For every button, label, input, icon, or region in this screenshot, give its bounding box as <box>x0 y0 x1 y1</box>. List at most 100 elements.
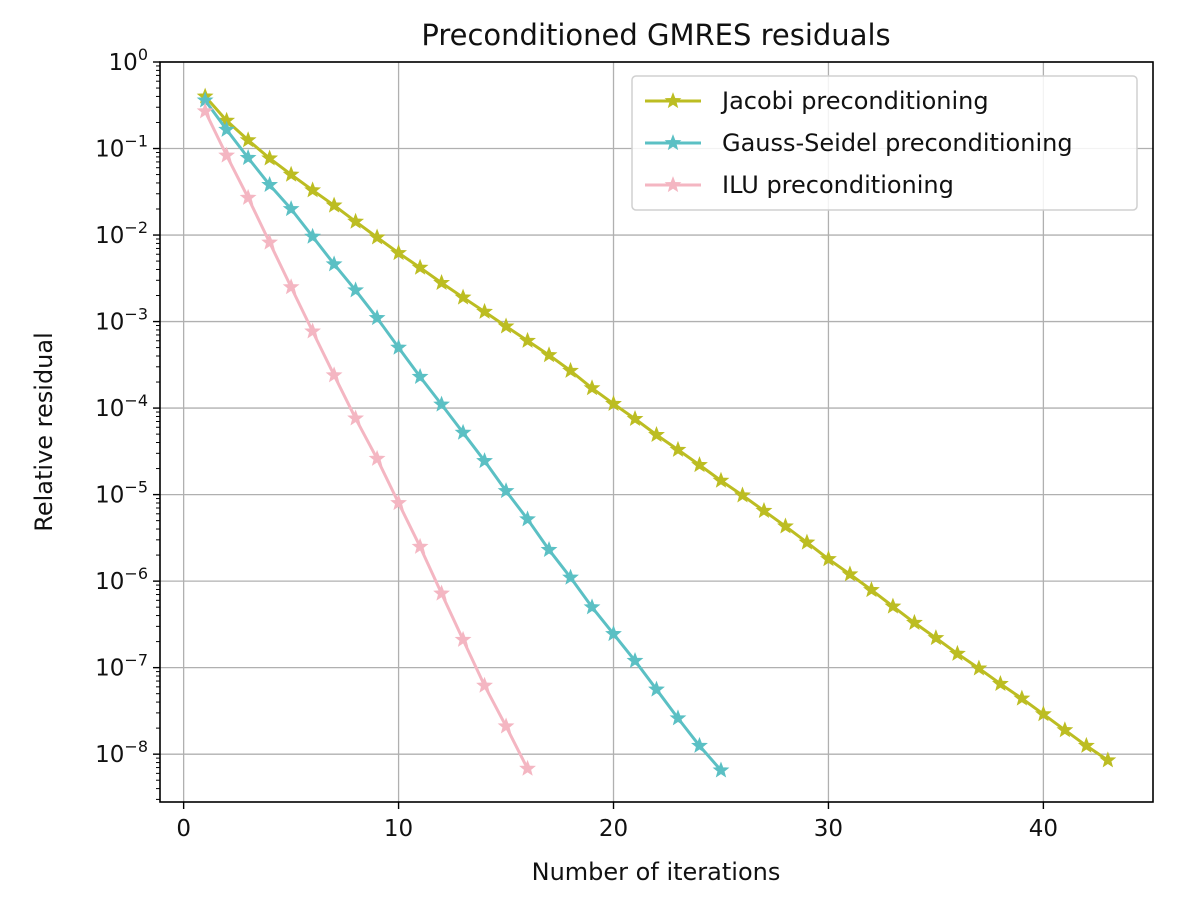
data-point <box>712 471 730 488</box>
data-point <box>433 274 450 291</box>
data-point <box>433 395 450 412</box>
data-point <box>497 482 515 499</box>
x-tick-label: 30 <box>814 816 843 842</box>
y-tick-label: 10−3 <box>95 305 148 336</box>
legend-marker <box>664 92 682 109</box>
data-point <box>325 366 343 383</box>
data-point <box>347 281 365 298</box>
data-point <box>196 102 214 119</box>
data-point <box>368 228 386 245</box>
data-point <box>411 258 429 275</box>
data-point <box>691 736 708 753</box>
data-point <box>411 537 429 554</box>
data-point <box>669 709 687 726</box>
x-tick-label: 20 <box>599 816 628 842</box>
data-point <box>1013 689 1031 706</box>
data-point <box>282 165 300 182</box>
data-point <box>218 146 236 163</box>
x-tick-label: 10 <box>384 816 413 842</box>
data-point <box>476 452 493 469</box>
y-tick-label: 10−6 <box>95 564 148 595</box>
x-tick-label: 0 <box>176 816 191 842</box>
series-line <box>203 110 529 770</box>
data-point <box>648 426 665 443</box>
data-point <box>282 200 300 217</box>
data-point <box>304 227 322 244</box>
data-point <box>454 630 472 647</box>
data-point <box>476 676 493 693</box>
data-point <box>497 317 515 334</box>
data-point <box>476 302 493 319</box>
data-point <box>282 278 300 295</box>
data-point <box>497 717 515 734</box>
legend-box <box>631 75 1138 211</box>
y-tick-label: 100 <box>109 45 148 76</box>
data-point <box>712 761 730 778</box>
data-point <box>368 449 386 466</box>
data-point <box>347 409 365 426</box>
data-point <box>1077 736 1095 753</box>
legend-label: Gauss-Seidel preconditioning <box>722 129 1073 157</box>
legend-marker <box>664 176 682 193</box>
data-point <box>820 550 837 567</box>
data-point <box>540 346 558 363</box>
data-point <box>605 394 622 411</box>
data-point <box>777 517 794 534</box>
data-point <box>734 486 751 503</box>
plot-area <box>196 87 1117 778</box>
grid <box>160 61 1153 802</box>
data-point <box>970 659 988 676</box>
data-point <box>390 494 407 511</box>
y-tick-label: 10−1 <box>95 132 148 163</box>
data-point <box>562 361 579 378</box>
data-point <box>948 644 966 661</box>
plot-frame <box>159 61 1154 803</box>
data-point <box>519 759 536 776</box>
chart-title: Preconditioned GMRES residuals <box>421 18 890 52</box>
y-tick-label: 10−7 <box>95 651 148 682</box>
data-point <box>239 131 257 148</box>
x-axis: 0 10 20 30 40 <box>176 802 1058 842</box>
data-point <box>1034 705 1052 722</box>
data-point <box>884 597 902 614</box>
data-point <box>519 331 536 348</box>
x-axis-label: Number of iterations <box>532 858 781 886</box>
data-point <box>755 501 773 518</box>
data-point <box>991 674 1009 691</box>
data-point <box>411 367 429 384</box>
data-point <box>1099 751 1117 768</box>
data-point <box>841 565 859 582</box>
legend-marker <box>664 134 682 151</box>
x-tick-label: 40 <box>1029 816 1058 842</box>
data-point <box>390 244 407 261</box>
y-axis: 100 10−1 10−2 10−3 10−4 10−5 10−6 10−7 10−8 <box>95 45 160 800</box>
data-point <box>519 510 536 527</box>
data-point <box>304 181 322 198</box>
data-point <box>626 410 644 427</box>
data-point <box>433 584 450 601</box>
y-tick-label: 10−5 <box>95 478 148 509</box>
data-point <box>239 188 257 205</box>
data-point <box>583 598 601 615</box>
data-point <box>540 540 558 557</box>
y-tick-label: 10−8 <box>95 737 148 768</box>
data-point <box>325 255 343 272</box>
data-point <box>863 581 880 598</box>
y-tick-label: 10−4 <box>95 391 148 422</box>
data-point <box>927 629 945 646</box>
data-point <box>626 651 644 668</box>
data-point <box>691 456 708 473</box>
data-point <box>261 176 279 193</box>
legend: Jacobi preconditioning Gauss-Seidel preco… <box>631 75 1138 211</box>
data-point <box>648 680 665 697</box>
data-point <box>347 212 365 229</box>
y-tick-label: 10−2 <box>95 218 148 249</box>
data-point <box>304 322 322 339</box>
data-point <box>798 533 816 550</box>
data-point <box>605 625 622 642</box>
data-point <box>669 440 687 457</box>
data-point <box>906 613 923 630</box>
data-point <box>368 309 386 326</box>
y-axis-label: Relative residual <box>30 332 58 532</box>
